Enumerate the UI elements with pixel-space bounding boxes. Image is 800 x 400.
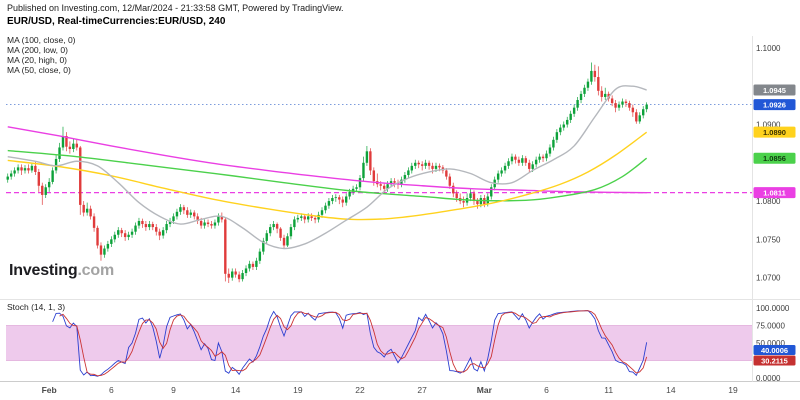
x-axis-label: 6 bbox=[109, 385, 114, 395]
axis-badge: 1.0926 bbox=[753, 99, 796, 111]
stoch-tick: 75.0000 bbox=[756, 322, 785, 331]
x-axis-label: Mar bbox=[477, 385, 493, 395]
investing-logo: Investing.com bbox=[9, 262, 114, 280]
x-axis-label: 9 bbox=[171, 385, 176, 395]
axis-badge: 1.0811 bbox=[753, 187, 796, 199]
x-axis-label: 11 bbox=[604, 385, 613, 395]
stoch-indicator-label: Stoch (14, 1, 3) bbox=[7, 302, 66, 312]
x-axis-label: 19 bbox=[728, 385, 738, 395]
logo-tld: .com bbox=[77, 262, 114, 279]
svg-text:40.0006: 40.0006 bbox=[761, 346, 788, 355]
legend-item-ma-100-close: MA (100, close, 0) bbox=[7, 35, 76, 45]
legend-item-ma-200-low: MA (200, low, 0) bbox=[7, 45, 68, 55]
x-axis-label: 14 bbox=[666, 385, 676, 395]
x-axis-label: Feb bbox=[42, 385, 57, 395]
axis-badge: 1.0945 bbox=[753, 84, 796, 96]
axis-badge: 40.0006 bbox=[753, 345, 796, 355]
x-axis-label: 6 bbox=[544, 385, 549, 395]
svg-text:1.0856: 1.0856 bbox=[763, 154, 786, 163]
axis-badge: 30.2115 bbox=[753, 355, 796, 366]
stoch-tick: 50.0000 bbox=[756, 339, 785, 348]
axis-badge: 1.0890 bbox=[753, 126, 796, 138]
stoch-tick: 0.0000 bbox=[756, 374, 781, 383]
x-axis-label: 27 bbox=[417, 385, 427, 395]
ma-line bbox=[7, 131, 648, 221]
price-tick: 1.1000 bbox=[756, 44, 781, 53]
stoch-band bbox=[6, 325, 752, 361]
axis-badge: 1.0856 bbox=[753, 152, 796, 164]
logo-brand: Investing bbox=[9, 262, 78, 279]
svg-text:30.2115: 30.2115 bbox=[761, 356, 788, 365]
x-axis-label: 22 bbox=[355, 385, 365, 395]
svg-text:1.0926: 1.0926 bbox=[763, 100, 786, 109]
ma-legend: MA (100, close, 0) MA (200, low, 0) MA (… bbox=[7, 35, 76, 75]
ma-line bbox=[7, 85, 647, 250]
candles-layer[interactable] bbox=[6, 62, 648, 283]
svg-text:1.0890: 1.0890 bbox=[763, 128, 786, 137]
published-line: Published on Investing.com, 12/Mar/2024 … bbox=[7, 3, 344, 13]
chart-title: EUR/USD, Real-timeCurrencies:EUR/USD, 24… bbox=[7, 16, 226, 27]
price-tick: 1.0900 bbox=[756, 121, 781, 130]
price-tick: 1.0800 bbox=[756, 197, 781, 206]
svg-text:1.0945: 1.0945 bbox=[763, 86, 786, 95]
x-axis-label: 19 bbox=[293, 385, 303, 395]
x-axis-label: 14 bbox=[231, 385, 241, 395]
legend-item-ma-20-high: MA (20, high, 0) bbox=[7, 55, 68, 65]
price-tick: 1.0750 bbox=[756, 235, 781, 244]
stoch-k-line bbox=[52, 310, 648, 377]
ma-line bbox=[7, 149, 648, 202]
price-tick: 1.0700 bbox=[756, 274, 781, 283]
ma-line bbox=[7, 126, 647, 194]
svg-text:1.0811: 1.0811 bbox=[763, 188, 786, 197]
stoch-d-line bbox=[59, 310, 648, 377]
stoch-tick: 100.0000 bbox=[756, 304, 790, 313]
legend-item-ma-50-close: MA (50, close, 0) bbox=[7, 65, 71, 75]
